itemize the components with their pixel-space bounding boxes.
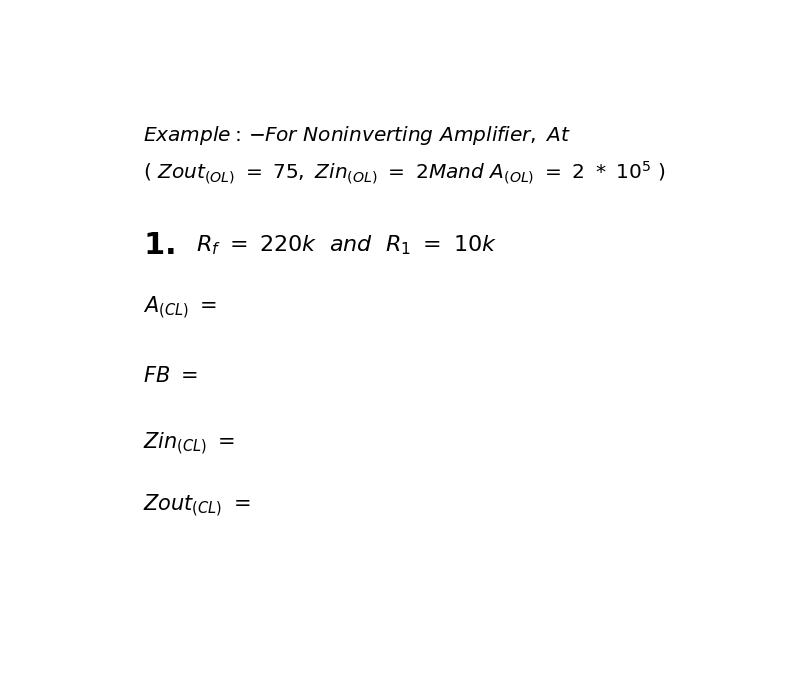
- Text: $\it{A_{(CL)}\ =}$: $\it{A_{(CL)}\ =}$: [143, 294, 218, 322]
- Text: $\it{Zout_{(CL)}\ =}$: $\it{Zout_{(CL)}\ =}$: [143, 493, 251, 519]
- Text: $\it{(\ Zout_{(OL)}\ =\ 75,\ Zin_{(OL)}\ =\ 2Mand\ A_{(OL)}\ =\ 2\ *\ 10^5\ )}$: $\it{(\ Zout_{(OL)}\ =\ 75,\ Zin_{(OL)}\…: [143, 159, 666, 185]
- Text: $\mathbf{1.}$: $\mathbf{1.}$: [143, 231, 175, 260]
- Text: $\it{For\ Noninverting\ Amplifier,\ At}$: $\it{For\ Noninverting\ Amplifier,\ At}$: [264, 125, 571, 148]
- Text: $\it{FB\ =}$: $\it{FB\ =}$: [143, 366, 198, 386]
- Text: $\mathbf{\it{Example:-}}$: $\mathbf{\it{Example:-}}$: [143, 125, 266, 148]
- Text: $\it{R_f\ =\ 220k\ \ and\ \ R_1\ =\ 10k}$: $\it{R_f\ =\ 220k\ \ and\ \ R_1\ =\ 10k}…: [196, 234, 497, 257]
- Text: $\it{Zin_{(CL)}\ =}$: $\it{Zin_{(CL)}\ =}$: [143, 431, 236, 457]
